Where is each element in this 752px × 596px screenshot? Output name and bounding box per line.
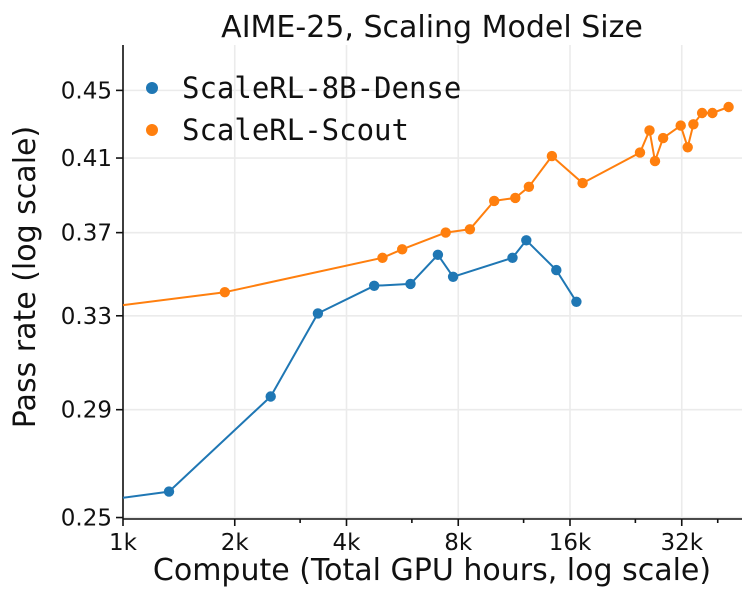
data-point: [464, 224, 476, 235]
data-point: [682, 142, 693, 153]
data-point: [657, 132, 669, 144]
data-point: [312, 308, 324, 319]
x-tick-label: 1k: [109, 530, 138, 556]
data-point: [163, 486, 175, 497]
data-point: [219, 287, 230, 298]
x-tick-label: 8k: [444, 530, 473, 556]
data-point: [405, 278, 416, 290]
data-point: [507, 252, 518, 263]
y-axis-label: Pass rate (log scale): [8, 126, 43, 428]
axis-ticks: 1k 2k 4k 8k 16k 32k 0.25 0.29 0.33 0.37 0.41 0.45: [61, 78, 719, 556]
data-point: [432, 249, 444, 260]
y-tick-label: 0.25: [61, 506, 112, 532]
data-point: [369, 280, 380, 291]
x-tick-label: 2k: [221, 530, 250, 556]
data-point: [397, 244, 408, 255]
y-tick-label: 0.29: [61, 398, 112, 424]
legend-marker: [146, 124, 158, 136]
data-point: [546, 150, 558, 162]
data-point: [551, 264, 562, 276]
legend-marker: [146, 82, 158, 94]
data-point: [265, 391, 276, 402]
legend: ScaleRL-8B-Dense ScaleRL-Scout: [146, 71, 461, 147]
data-point: [634, 147, 646, 158]
series-scalerl-8b-dense: [122, 235, 582, 499]
data-point: [577, 177, 588, 189]
data-point: [489, 195, 500, 207]
data-point: [510, 192, 521, 204]
y-tick-label: 0.33: [61, 304, 112, 330]
legend-label: ScaleRL-Scout: [182, 113, 409, 147]
data-point: [571, 296, 582, 307]
x-tick-label: 4k: [333, 530, 362, 556]
data-point: [377, 252, 388, 263]
data-point: [644, 125, 655, 136]
y-tick-label: 0.41: [61, 146, 112, 172]
legend-label: ScaleRL-8B-Dense: [182, 71, 461, 105]
data-point: [440, 227, 451, 238]
data-point: [649, 155, 661, 167]
x-axis-label: Compute (Total GPU hours, log scale): [153, 553, 711, 588]
y-tick-label: 0.45: [61, 78, 112, 104]
data-point: [447, 271, 459, 282]
data-point: [521, 235, 532, 246]
series-scalerl-scout: [122, 101, 734, 307]
data-point: [675, 120, 686, 131]
data-point: [696, 107, 708, 119]
data-point: [523, 181, 535, 192]
data-point: [707, 107, 718, 119]
chart-title: AIME-25, Scaling Model Size: [221, 10, 643, 45]
y-tick-label: 0.37: [61, 221, 112, 247]
data-point: [723, 101, 734, 113]
x-tick-label: 32k: [660, 530, 703, 556]
data-series: [122, 101, 734, 499]
data-point: [688, 119, 699, 130]
x-tick-label: 16k: [549, 530, 592, 556]
series-line: [122, 239, 578, 499]
